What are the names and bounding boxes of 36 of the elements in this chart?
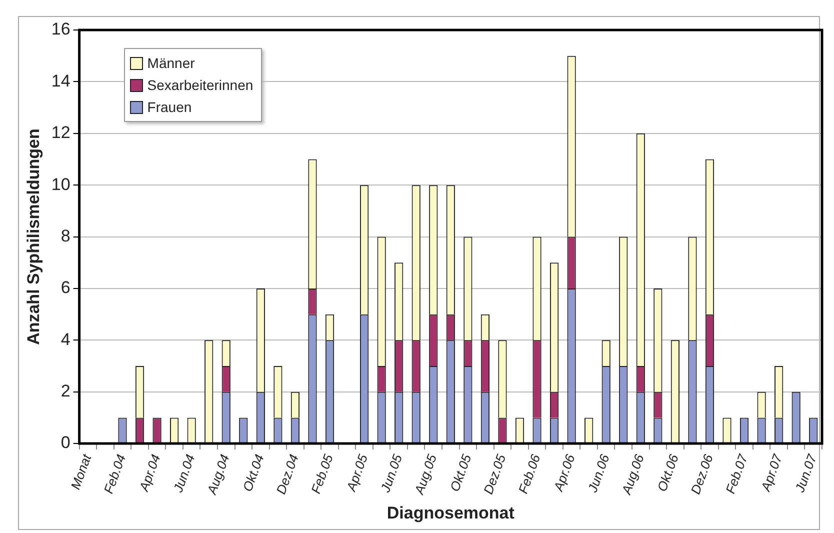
x-tick-label: Aug.05: [411, 452, 440, 498]
legend-label: Männer: [147, 55, 195, 71]
x-tick-label: Feb.05: [308, 452, 336, 496]
legend-label: Sexarbeiterinnen: [147, 77, 254, 93]
x-tick-label: Okt.06: [654, 452, 682, 494]
x-axis-title: Diagnosemonat: [386, 503, 515, 522]
x-tick-label: Feb.04: [100, 452, 129, 496]
x-tick-label: Jun.05: [377, 452, 406, 496]
y-axis-title: Anzahl Syphilismeldungen: [24, 128, 43, 345]
x-tick-label: Apr.07: [758, 452, 786, 494]
x-tick-label: Apr.04: [136, 452, 164, 494]
x-tick-label: Feb.07: [722, 452, 751, 496]
x-tick-label: Aug.04: [204, 452, 232, 498]
x-tick-label: Dez.06: [688, 452, 716, 496]
x-tick-label: Okt.04: [240, 452, 267, 494]
x-tick-label: Monat: [68, 451, 95, 492]
y-tick-label: 16: [51, 20, 70, 39]
x-tick-label: Dez.05: [480, 452, 509, 496]
y-tick-label: 12: [51, 123, 70, 142]
y-tick-label: 2: [60, 382, 70, 401]
x-tick-label: Jun.06: [584, 452, 613, 496]
y-tick-label: 14: [51, 71, 70, 90]
x-tick-label: Okt.05: [446, 452, 474, 494]
legend-label: Frauen: [147, 99, 192, 115]
x-tick-label: Feb.06: [515, 452, 544, 496]
x-tick-label: Aug.06: [618, 452, 648, 498]
x-tick-label: Dez.04: [273, 452, 302, 496]
y-tick-label: 6: [60, 278, 70, 298]
x-tick-label: Jun.07: [792, 452, 820, 496]
y-tick-label: 0: [60, 433, 70, 452]
y-tick-label: 8: [60, 226, 70, 246]
x-tick-label: Apr.06: [550, 452, 578, 494]
x-tick-label: Apr.05: [343, 452, 371, 494]
x-tick-label: Jun.04: [170, 452, 198, 496]
y-tick-label: 4: [60, 330, 70, 349]
y-tick-label: 10: [51, 174, 70, 194]
